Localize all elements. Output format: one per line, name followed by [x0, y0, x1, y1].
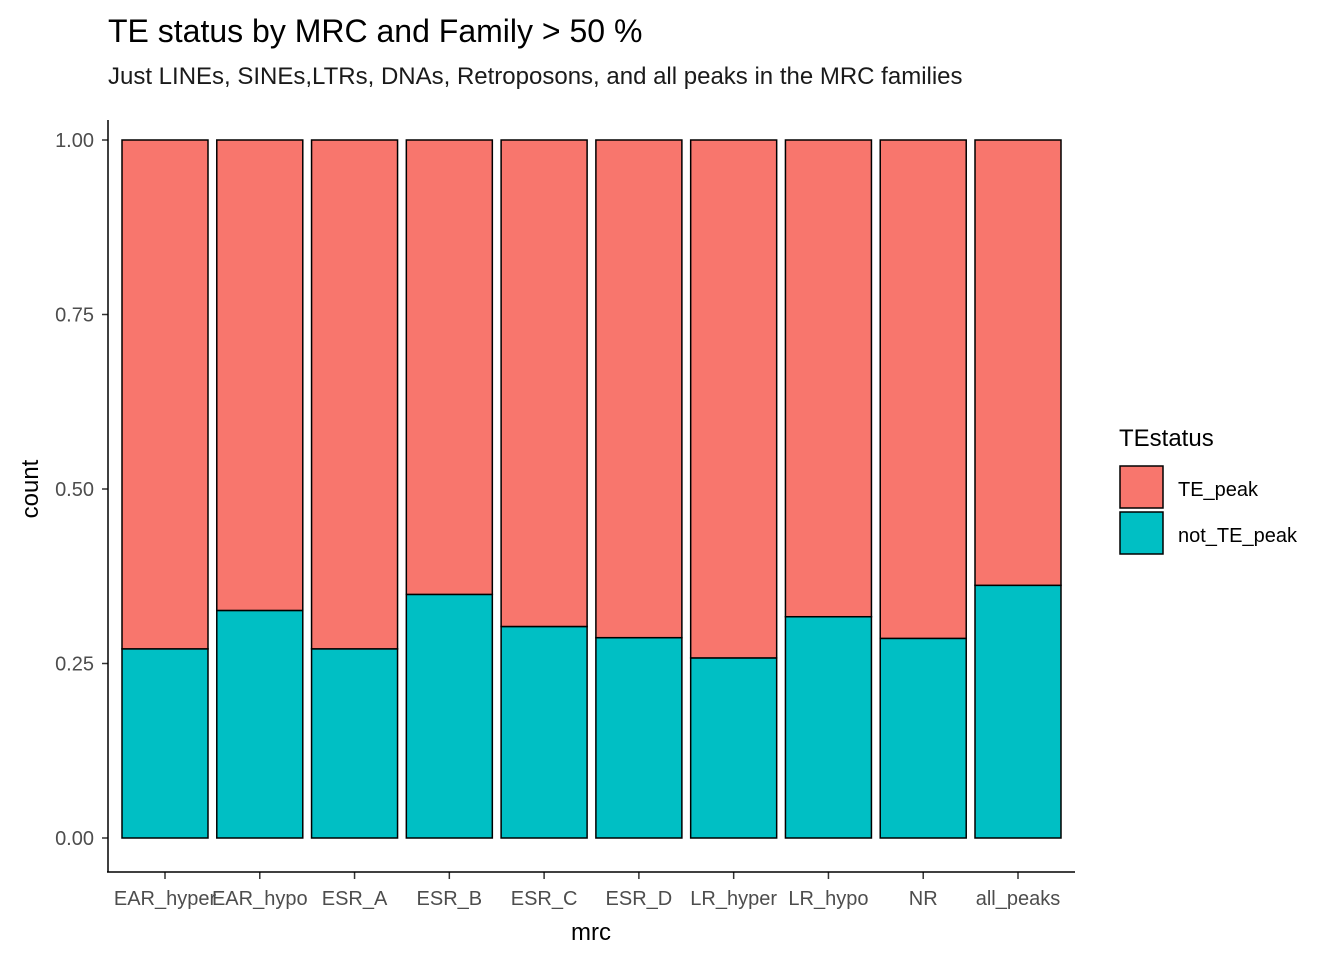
bar-te-peak-lr-hypo	[784, 139, 873, 618]
legend: TEstatus TE_peak not_TE_peak	[1119, 425, 1298, 555]
legend-label-not-te-peak: not_TE_peak	[1178, 525, 1298, 547]
bar-not-te-peak-all-peaks	[974, 584, 1062, 839]
bar-te-peak-ear-hypo	[216, 139, 304, 612]
y-tick-label: 0.50	[55, 479, 94, 501]
bar-not-te-peak-esr-d	[595, 636, 683, 839]
bars-group	[121, 139, 1062, 839]
x-tick-label: ESR_C	[511, 888, 578, 910]
bar-te-peak-nr	[879, 139, 967, 640]
bar-not-te-peak-esr-c	[500, 625, 588, 839]
x-tick-label: ESR_D	[606, 888, 673, 910]
bar-not-te-peak-lr-hypo	[784, 615, 873, 839]
y-axis-ticks: 0.00 0.25 0.50 0.75 1.00	[55, 130, 108, 850]
bar-te-peak-esr-d	[595, 139, 683, 639]
x-tick-label: EAR_hyper	[114, 888, 217, 910]
bar-not-te-peak-lr-hyper	[689, 657, 778, 839]
x-tick-label: NR	[909, 888, 938, 910]
y-tick-label: 0.00	[55, 828, 94, 850]
bar-te-peak-all-peaks	[974, 139, 1062, 587]
bar-te-peak-esr-a	[310, 139, 399, 650]
bar-te-peak-esr-c	[500, 139, 588, 628]
legend-swatch-te-peak	[1119, 465, 1164, 509]
bar-not-te-peak-ear-hyper	[121, 648, 209, 839]
x-tick-label: ESR_A	[322, 888, 388, 910]
chart-subtitle: Just LINEs, SINEs,LTRs, DNAs, Retroposon…	[108, 63, 963, 90]
bar-te-peak-ear-hyper	[121, 139, 209, 650]
bar-te-peak-esr-b	[405, 139, 494, 596]
bar-not-te-peak-ear-hypo	[216, 609, 304, 839]
x-tick-label: LR_hypo	[788, 888, 868, 910]
bar-not-te-peak-esr-a	[310, 648, 399, 839]
chart-title: TE status by MRC and Family > 50 %	[108, 13, 642, 49]
x-tick-label: EAR_hypo	[212, 888, 308, 910]
y-axis-title: count	[17, 459, 44, 518]
x-tick-label: all_peaks	[976, 888, 1061, 910]
y-tick-label: 0.75	[55, 305, 94, 327]
legend-label-te-peak: TE_peak	[1178, 479, 1259, 501]
bar-te-peak-lr-hyper	[689, 139, 778, 659]
x-axis-title: mrc	[571, 919, 611, 946]
y-tick-label: 1.00	[55, 130, 94, 152]
bar-not-te-peak-esr-b	[405, 593, 494, 839]
legend-swatch-not-te-peak	[1119, 511, 1164, 555]
legend-title: TEstatus	[1119, 425, 1214, 452]
bar-not-te-peak-nr	[879, 637, 967, 839]
x-tick-label: LR_hyper	[690, 888, 777, 910]
x-tick-label: ESR_B	[417, 888, 483, 910]
y-tick-label: 0.25	[55, 654, 94, 676]
